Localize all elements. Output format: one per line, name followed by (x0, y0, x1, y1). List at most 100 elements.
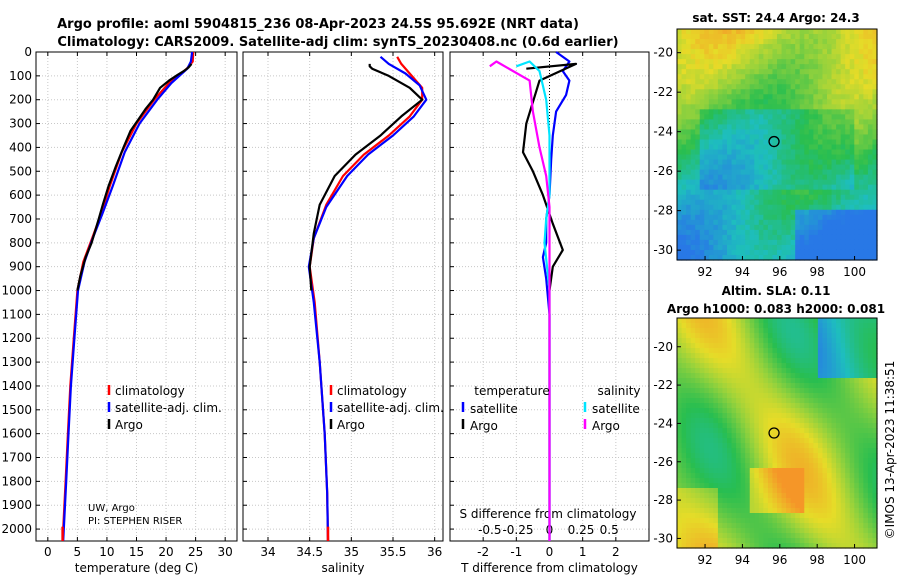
map-cell (758, 488, 764, 494)
map-cell (799, 518, 805, 524)
map-cell (686, 109, 692, 115)
map-cell (822, 214, 828, 221)
map-cell (686, 318, 692, 324)
map-cell (849, 368, 855, 374)
map-cell (777, 448, 783, 454)
map-cell (804, 383, 810, 389)
map-cell (863, 94, 869, 100)
map-cell (772, 423, 778, 429)
map-cell (731, 413, 737, 419)
map-cell (872, 29, 878, 35)
map-cell (804, 473, 810, 479)
map-cell (831, 403, 837, 409)
map-cell (867, 244, 874, 251)
map-cell (686, 493, 692, 499)
map-cell (699, 59, 705, 65)
map-cell (745, 144, 751, 151)
map-cell (686, 94, 692, 100)
map-cell (749, 373, 755, 379)
map-cell (690, 403, 696, 409)
map-cell (745, 518, 751, 524)
map-cell (836, 64, 842, 70)
map-cell (827, 513, 833, 519)
map-cell (736, 538, 742, 544)
map-cell (708, 194, 714, 201)
map-cell (695, 204, 701, 211)
map-cell (831, 54, 837, 60)
map-cell (731, 528, 737, 534)
map-cell (804, 74, 810, 80)
map-cell (822, 508, 828, 514)
map-cell (763, 373, 769, 379)
map-cell (777, 54, 783, 60)
map-cell (849, 194, 855, 201)
map-cell (727, 64, 733, 70)
map-cell (872, 124, 878, 131)
map-cell (836, 363, 842, 369)
map-cell (836, 323, 842, 329)
map-cell (704, 368, 710, 374)
map-cell (686, 134, 692, 141)
map-cell (717, 368, 724, 374)
map-cell (854, 154, 860, 161)
map-cell (858, 214, 864, 221)
map-cell (827, 483, 833, 489)
map-cell (758, 473, 764, 479)
map-cell (708, 348, 714, 354)
map-cell (749, 443, 755, 449)
map-cell (740, 254, 746, 261)
map-cell (804, 144, 810, 151)
map-cell (795, 393, 801, 399)
map-cell (822, 378, 828, 384)
map-cell (790, 358, 796, 364)
map-cell (804, 49, 810, 55)
map-cell (858, 483, 864, 489)
map-cell (854, 244, 860, 251)
map-cell (745, 373, 751, 379)
map-cell (872, 34, 878, 40)
map-cell (858, 109, 864, 115)
map-cell (740, 129, 746, 136)
map-cell (781, 219, 787, 226)
map-cell (872, 363, 878, 369)
map-cell (804, 413, 810, 419)
map-cell (854, 353, 860, 359)
map-cell (772, 189, 778, 196)
map-cell (704, 498, 710, 504)
map-cell (854, 538, 860, 544)
map-cell (763, 49, 769, 55)
map-cell (817, 99, 824, 105)
map-cell (872, 358, 878, 364)
map-cell (754, 323, 760, 329)
map-cell (704, 323, 710, 329)
map-cell (854, 373, 860, 379)
map-cell (872, 368, 878, 374)
map-cell (849, 508, 855, 514)
map-cell (836, 393, 842, 399)
map-cell (867, 239, 874, 246)
map-cell (804, 398, 810, 404)
map-cell (704, 488, 710, 494)
map-cell (822, 119, 828, 126)
map-cell (745, 328, 751, 334)
map-cell (727, 438, 733, 444)
map-cell (777, 129, 783, 136)
map-cell (831, 483, 837, 489)
map-cell (677, 508, 683, 514)
map-cell (804, 508, 810, 514)
map-cell (872, 74, 878, 80)
map-cell (786, 174, 792, 181)
map-cell (758, 393, 764, 399)
map-cell (722, 249, 728, 256)
map-cell (686, 323, 692, 329)
map-cell (836, 29, 842, 35)
map-cell (681, 159, 687, 166)
map-cell (854, 328, 860, 334)
map-cell (799, 174, 805, 181)
map-cell (799, 323, 805, 329)
map-cell (745, 443, 751, 449)
map-cell (749, 79, 755, 85)
map-cell (677, 149, 683, 156)
map-cell (745, 244, 751, 251)
map-cell (767, 478, 774, 484)
